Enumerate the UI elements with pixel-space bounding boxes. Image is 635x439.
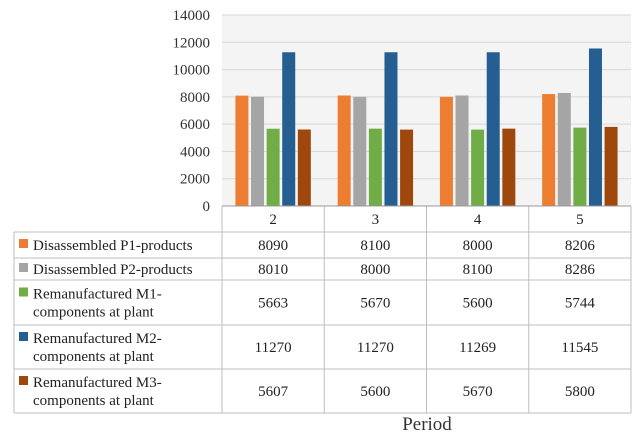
data-label: 5600 <box>463 296 493 312</box>
bar <box>573 127 587 206</box>
data-label: 8000 <box>360 262 390 278</box>
data-label: 8100 <box>360 238 390 254</box>
data-label: 11270 <box>255 340 292 356</box>
data-label: 8000 <box>463 238 493 254</box>
legend-swatch <box>19 263 28 272</box>
y-tick-label: 2000 <box>180 172 210 188</box>
bar <box>439 96 453 206</box>
data-label: 5670 <box>463 384 493 400</box>
legend-swatch <box>19 239 28 248</box>
bar <box>502 128 516 206</box>
legend-entry: Remanufactured M1-components at plant <box>33 287 162 321</box>
legend-entry: Remanufactured M3-components at plant <box>33 375 162 409</box>
y-tick-label: 0 <box>203 199 211 215</box>
x-tick-label: 3 <box>372 212 380 228</box>
y-tick-label: 12000 <box>173 35 211 51</box>
bar <box>282 52 296 207</box>
data-table: 2 3 4 5 Disassembled P1-products 8090 8100 8000… <box>13 205 632 414</box>
data-label: 8206 <box>565 238 596 254</box>
bar <box>353 96 367 206</box>
bar <box>266 128 280 206</box>
legend-entry: Disassembled P1-products <box>33 238 193 254</box>
y-tick-label: 8000 <box>180 90 210 106</box>
bar <box>337 95 351 206</box>
bar <box>604 126 618 206</box>
bar <box>384 52 398 207</box>
x-tick-label: 2 <box>269 212 277 228</box>
data-label: 8090 <box>258 238 288 254</box>
data-label: 5800 <box>565 384 595 400</box>
data-label: 5663 <box>258 296 288 312</box>
bar <box>297 129 311 206</box>
x-tick-label: 5 <box>576 212 584 228</box>
bars <box>235 48 618 207</box>
data-label: 11269 <box>459 340 496 356</box>
data-label: 5744 <box>565 296 596 312</box>
data-label: 5600 <box>360 384 390 400</box>
data-label: 5607 <box>258 384 289 400</box>
bar <box>486 52 500 207</box>
y-tick-label: 6000 <box>180 117 210 133</box>
y-tick-label: 14000 <box>173 8 211 24</box>
y-axis-ticks: 0 2000 4000 6000 8000 10000 12000 14000 <box>173 8 211 215</box>
bar <box>455 95 469 206</box>
bar <box>400 129 414 206</box>
y-tick-label: 4000 <box>180 144 210 160</box>
data-label: 8010 <box>258 262 288 278</box>
bar <box>235 95 249 206</box>
bar <box>588 48 602 207</box>
x-axis-title: Period <box>402 414 452 435</box>
data-label: 11545 <box>561 340 598 356</box>
bar <box>471 129 485 206</box>
x-tick-label: 4 <box>474 212 482 228</box>
y-tick-label: 10000 <box>173 63 211 79</box>
legend-swatch <box>19 287 28 297</box>
legend-swatch <box>19 332 28 341</box>
data-label: 8286 <box>565 262 596 278</box>
legend-entry: Disassembled P2-products <box>33 262 193 278</box>
data-label: 8100 <box>463 262 493 278</box>
bar <box>368 128 382 206</box>
data-label: 5670 <box>360 296 390 312</box>
legend-swatch <box>19 376 28 385</box>
bar <box>557 92 571 206</box>
bar <box>542 94 556 206</box>
data-label: 11270 <box>357 340 394 356</box>
legend-entry: Remanufactured M2-components at plant <box>33 331 162 365</box>
bar <box>251 96 265 206</box>
